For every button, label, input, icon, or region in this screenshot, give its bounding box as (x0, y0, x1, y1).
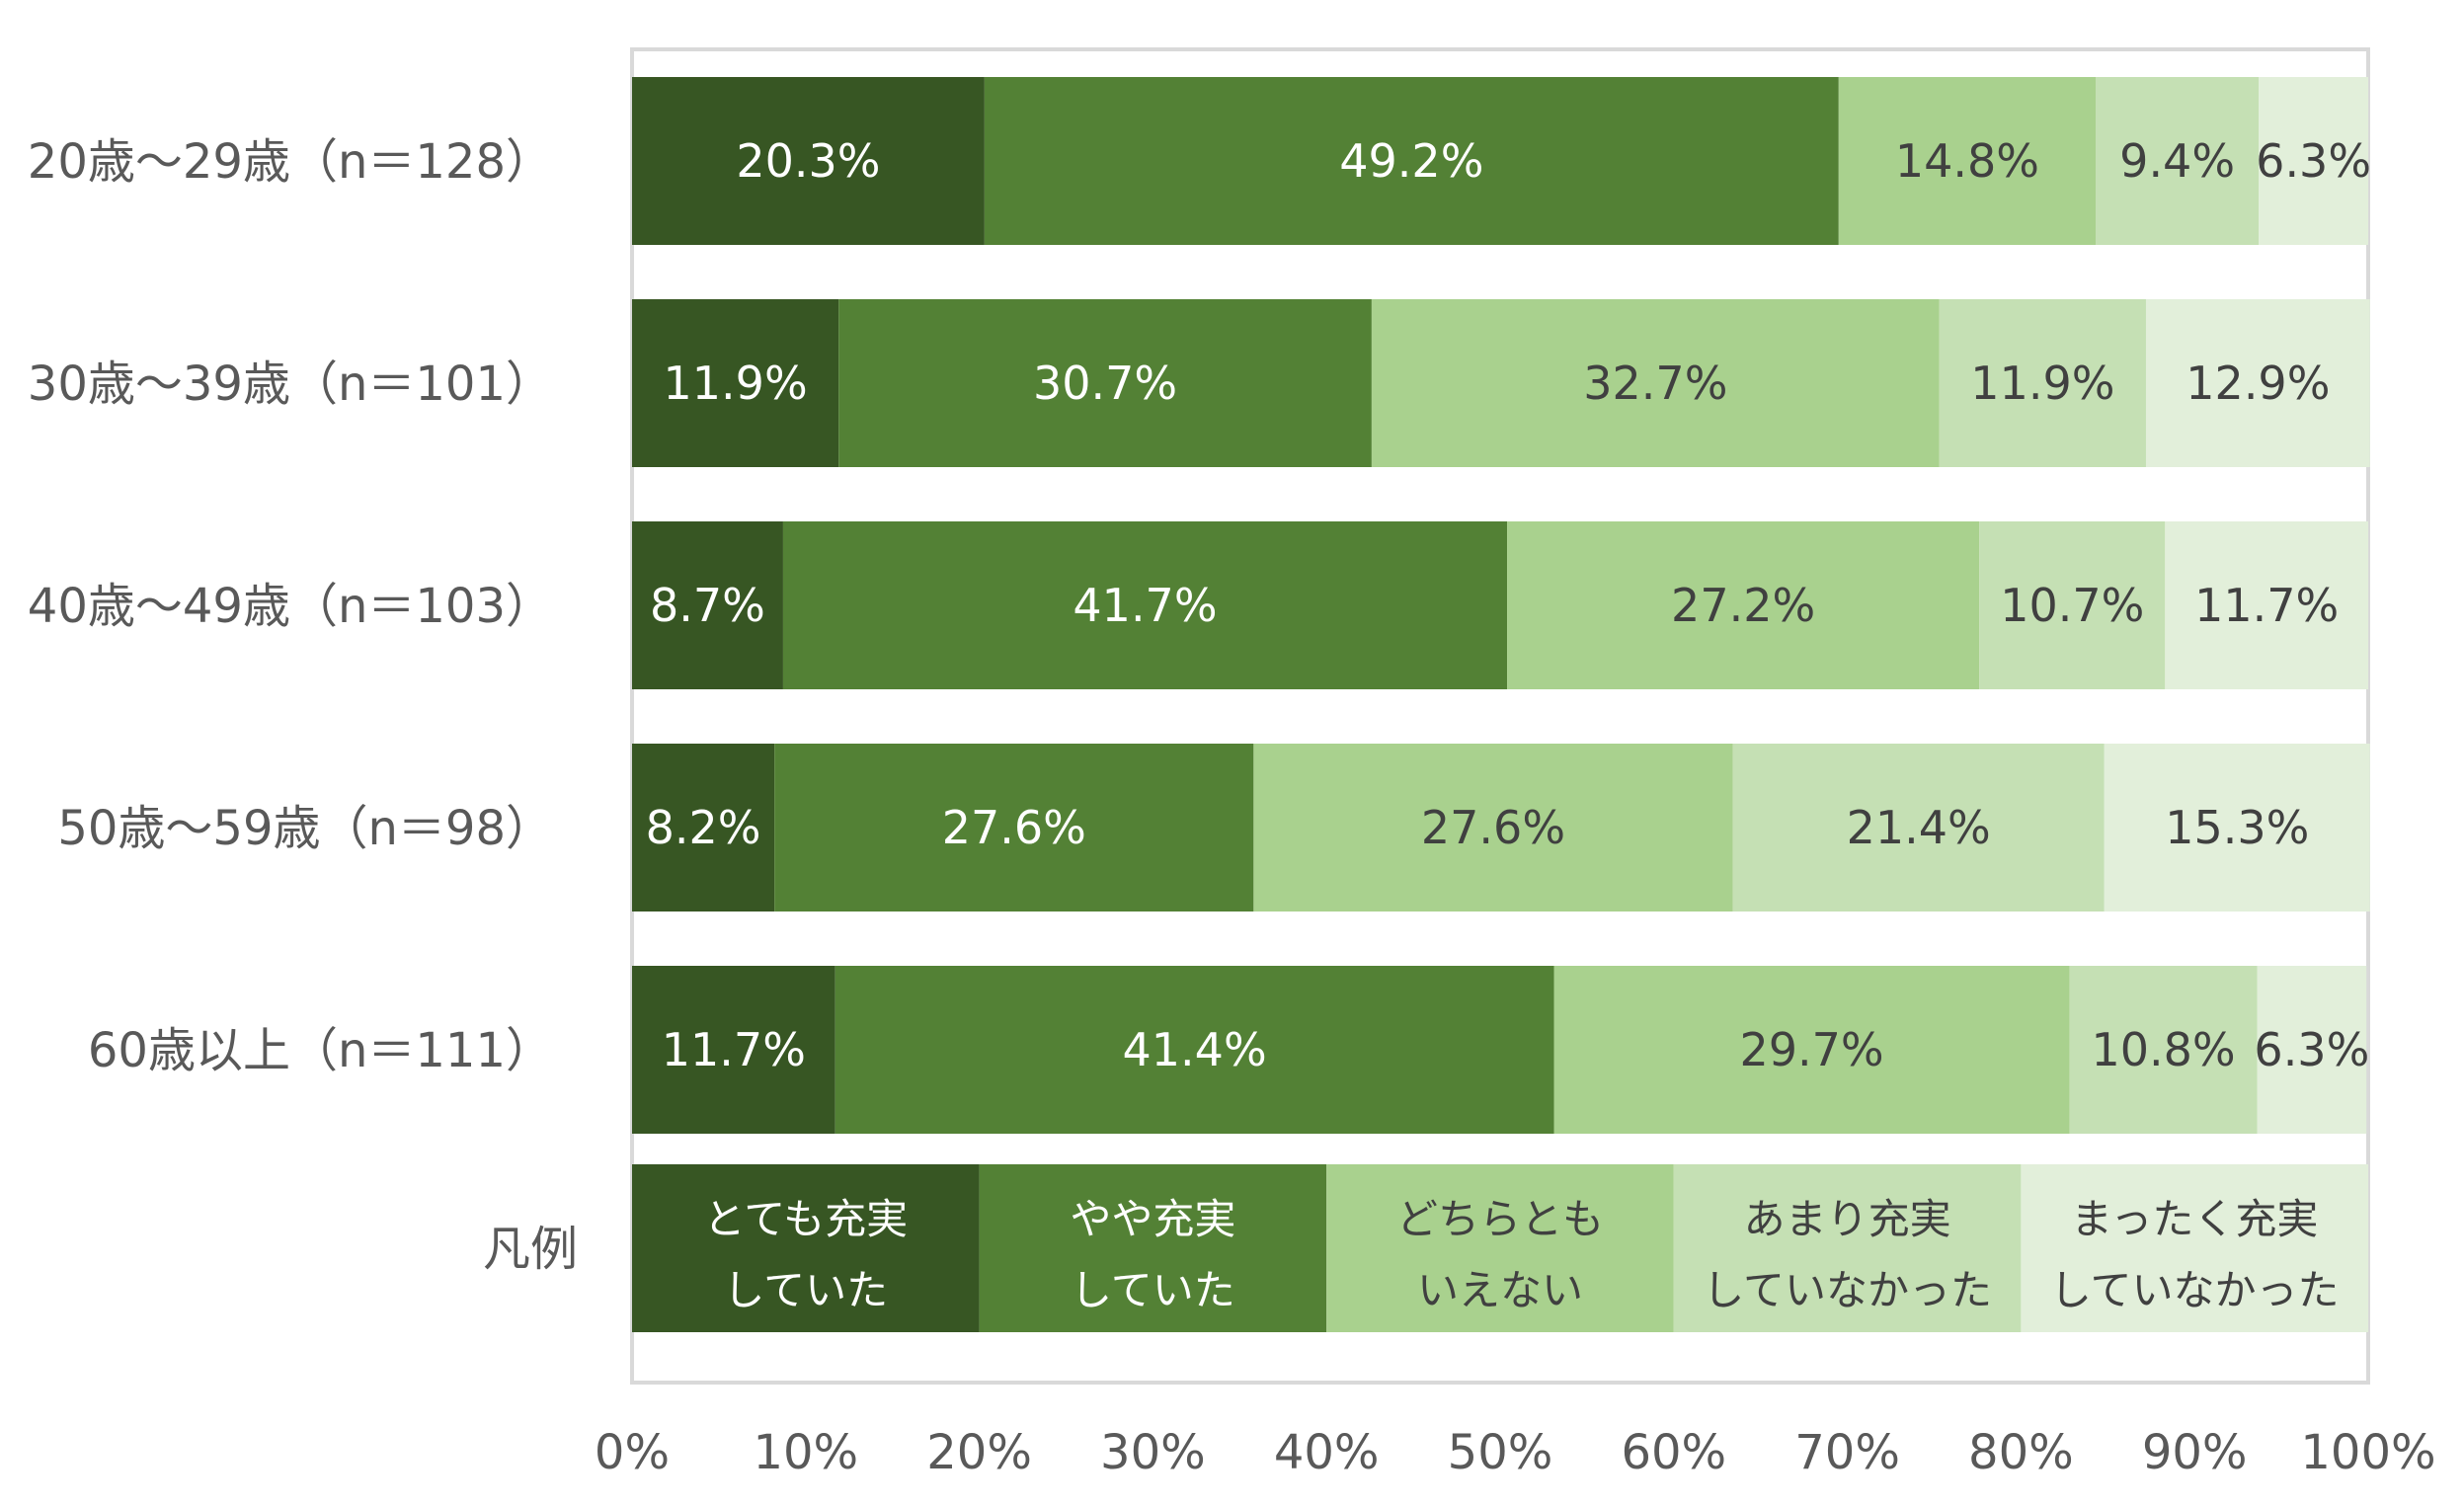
legend-swatch (1673, 1164, 2022, 1332)
x-tick-label: 20% (926, 1425, 1032, 1480)
x-tick-label: 90% (2142, 1425, 2248, 1480)
data-label: 41.4% (1123, 1023, 1267, 1076)
x-tick-label: 50% (1448, 1425, 1553, 1480)
data-label: 10.7% (2000, 579, 2144, 632)
data-label: 11.7% (2194, 579, 2339, 632)
bar-segment (838, 299, 1372, 467)
bar-segment (1553, 966, 2070, 1134)
legend-swatch (2021, 1164, 2368, 1332)
bar-segment (2257, 966, 2367, 1134)
data-label: 27.2% (1671, 579, 1815, 632)
bar-segment (2145, 299, 2370, 467)
bars-group: 20歳～29歳（n＝128） 20.3% 49.2% 14.8% 9.4% 6.3% 30歳… (28, 77, 2371, 1134)
legend-entry-text: やや充実 (1070, 1195, 1235, 1243)
legend-row-label: 凡例 (483, 1222, 578, 1277)
legend-entry-text: とても充実 (703, 1195, 908, 1243)
bar-segment (632, 77, 985, 245)
legend-entry-text: していた (723, 1266, 888, 1314)
x-tick-label: 100% (2300, 1425, 2435, 1480)
data-label: 27.6% (942, 801, 1086, 854)
category-label: 50歳～59歳（n＝98） (57, 801, 553, 856)
legend-entry-text: していた (1071, 1266, 1235, 1314)
data-label: 11.9% (1970, 357, 2114, 410)
data-label: 21.4% (1847, 801, 1991, 854)
legend-entry-text: していなかった (1703, 1266, 1992, 1314)
category-label: 60歳以上（n＝111） (88, 1023, 553, 1078)
bar-segment (2104, 744, 2370, 912)
data-label: 6.3% (2254, 1023, 2369, 1076)
data-label: 9.4% (2119, 134, 2235, 188)
bar-segment (632, 966, 835, 1134)
bar-segment (632, 521, 783, 689)
data-label: 12.9% (2186, 357, 2330, 410)
legend-swatch (979, 1164, 1327, 1332)
x-tick-label: 30% (1100, 1425, 1206, 1480)
data-label: 20.3% (736, 134, 880, 188)
data-label: 11.9% (664, 357, 808, 410)
legend-entry-text: いえない (1417, 1266, 1583, 1314)
x-tick-label: 60% (1621, 1425, 1726, 1480)
bar-segment (1939, 299, 2146, 467)
x-tick-label: 40% (1274, 1425, 1380, 1480)
legend-swatch (1326, 1164, 1674, 1332)
data-label: 49.2% (1339, 134, 1483, 188)
bar-segment (774, 744, 1254, 912)
x-axis-ticks: 0% 10% 20% 30% 40% 50% 60% 70% 80% 90% 100% (595, 1425, 2436, 1480)
bar-segment (1732, 744, 2105, 912)
data-label: 6.3% (2256, 134, 2371, 188)
bar-segment (2069, 966, 2258, 1134)
bar-segment (782, 521, 1508, 689)
data-label: 32.7% (1583, 357, 1727, 410)
bar-segment (1371, 299, 1940, 467)
category-label: 40歳～49歳（n＝103） (28, 579, 553, 634)
data-label: 15.3% (2165, 801, 2309, 854)
legend-entry-text: あまり充実 (1744, 1195, 1951, 1243)
category-label: 20歳～29歳（n＝128） (28, 134, 553, 190)
bar-segment (1507, 521, 1980, 689)
data-label: 14.8% (1895, 134, 2039, 188)
data-label: 8.7% (650, 579, 765, 632)
legend-entry-text: どちらとも (1396, 1195, 1604, 1243)
bar-segment (984, 77, 1839, 245)
x-tick-label: 70% (1794, 1425, 1900, 1480)
plot-area-frame (630, 47, 2370, 1385)
data-label: 11.7% (662, 1023, 806, 1076)
x-tick-label: 80% (1968, 1425, 2074, 1480)
bar-segment (1838, 77, 2096, 245)
bar-segment (2259, 77, 2368, 245)
legend-entry-text: まったく充実 (2071, 1195, 2318, 1243)
x-tick-label: 10% (753, 1425, 858, 1480)
bar-segment (1253, 744, 1733, 912)
data-label: 8.2% (646, 801, 761, 854)
bar-segment (632, 299, 839, 467)
bar-segment (632, 744, 775, 912)
data-label: 27.6% (1421, 801, 1565, 854)
data-label: 10.8% (2091, 1023, 2235, 1076)
bar-segment (1979, 521, 2166, 689)
data-label: 30.7% (1033, 357, 1177, 410)
bar-segment (2095, 77, 2260, 245)
legend-entry-text: していなかった (2050, 1266, 2340, 1314)
category-label: 30歳～39歳（n＝101） (28, 357, 553, 412)
data-label: 29.7% (1739, 1023, 1883, 1076)
x-tick-label: 0% (595, 1425, 670, 1480)
legend-swatch (632, 1164, 980, 1332)
bar-segment (2165, 521, 2368, 689)
data-label: 41.7% (1073, 579, 1217, 632)
bar-segment (835, 966, 1554, 1134)
